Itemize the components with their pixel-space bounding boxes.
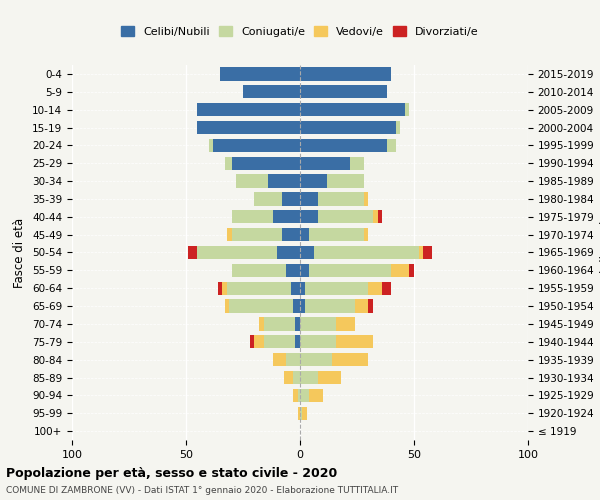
Bar — [309, 228, 364, 241]
Bar — [272, 353, 286, 366]
Bar — [300, 282, 305, 295]
Bar — [254, 192, 282, 205]
Bar — [300, 300, 305, 313]
Bar — [293, 388, 298, 402]
Bar — [300, 121, 396, 134]
Bar — [232, 210, 272, 224]
Bar — [300, 228, 309, 241]
Bar — [232, 156, 300, 170]
Bar — [293, 371, 300, 384]
Bar — [305, 282, 368, 295]
Bar — [214, 138, 300, 152]
Bar — [282, 228, 300, 241]
Bar — [295, 317, 300, 330]
Bar — [423, 246, 432, 259]
Bar — [350, 156, 364, 170]
Bar — [419, 246, 423, 259]
Bar — [337, 335, 373, 348]
Bar — [409, 264, 414, 277]
Bar — [268, 174, 300, 188]
Bar — [286, 264, 300, 277]
Bar — [368, 300, 373, 313]
Bar — [225, 300, 229, 313]
Bar — [309, 388, 323, 402]
Bar — [391, 264, 409, 277]
Bar — [284, 371, 293, 384]
Bar — [300, 353, 332, 366]
Bar — [300, 388, 309, 402]
Bar — [277, 246, 300, 259]
Bar — [223, 282, 227, 295]
Bar — [254, 335, 263, 348]
Bar — [298, 406, 300, 420]
Bar — [300, 103, 405, 117]
Bar — [328, 174, 364, 188]
Bar — [300, 246, 314, 259]
Bar — [225, 156, 232, 170]
Bar — [300, 406, 302, 420]
Bar — [314, 246, 419, 259]
Bar — [337, 317, 355, 330]
Bar — [309, 264, 391, 277]
Bar — [364, 228, 368, 241]
Bar — [236, 174, 268, 188]
Bar — [282, 192, 300, 205]
Bar — [373, 210, 377, 224]
Bar — [300, 335, 337, 348]
Bar — [355, 300, 368, 313]
Bar — [300, 210, 318, 224]
Legend: Celibi/Nubili, Coniugati/e, Vedovi/e, Divorziati/e: Celibi/Nubili, Coniugati/e, Vedovi/e, Di… — [117, 22, 483, 42]
Bar — [227, 282, 291, 295]
Bar — [272, 210, 300, 224]
Bar — [405, 103, 409, 117]
Bar — [197, 121, 300, 134]
Text: Popolazione per età, sesso e stato civile - 2020: Popolazione per età, sesso e stato civil… — [6, 468, 337, 480]
Bar — [318, 210, 373, 224]
Bar — [300, 138, 386, 152]
Bar — [300, 174, 328, 188]
Bar — [300, 67, 391, 80]
Bar — [396, 121, 400, 134]
Bar — [227, 228, 232, 241]
Bar — [300, 156, 350, 170]
Bar — [243, 85, 300, 98]
Bar — [298, 388, 300, 402]
Text: COMUNE DI ZAMBRONE (VV) - Dati ISTAT 1° gennaio 2020 - Elaborazione TUTTITALIA.I: COMUNE DI ZAMBRONE (VV) - Dati ISTAT 1° … — [6, 486, 398, 495]
Bar — [293, 300, 300, 313]
Bar — [368, 282, 382, 295]
Bar — [300, 192, 318, 205]
Bar — [259, 317, 263, 330]
Bar — [302, 406, 307, 420]
Bar — [300, 371, 318, 384]
Bar — [286, 353, 300, 366]
Bar — [229, 300, 293, 313]
Bar — [232, 228, 282, 241]
Bar — [220, 67, 300, 80]
Bar — [300, 264, 309, 277]
Bar — [332, 353, 368, 366]
Bar — [263, 335, 295, 348]
Bar — [209, 138, 214, 152]
Bar — [305, 300, 355, 313]
Bar — [197, 246, 277, 259]
Bar — [295, 335, 300, 348]
Y-axis label: Fasce di età: Fasce di età — [13, 218, 26, 288]
Bar — [318, 371, 341, 384]
Bar — [188, 246, 197, 259]
Bar — [218, 282, 223, 295]
Bar — [318, 192, 364, 205]
Bar — [300, 317, 337, 330]
Bar — [300, 85, 386, 98]
Bar — [232, 264, 286, 277]
Bar — [250, 335, 254, 348]
Bar — [386, 138, 396, 152]
Bar — [377, 210, 382, 224]
Bar — [197, 103, 300, 117]
Bar — [263, 317, 295, 330]
Bar — [291, 282, 300, 295]
Bar — [364, 192, 368, 205]
Bar — [382, 282, 391, 295]
